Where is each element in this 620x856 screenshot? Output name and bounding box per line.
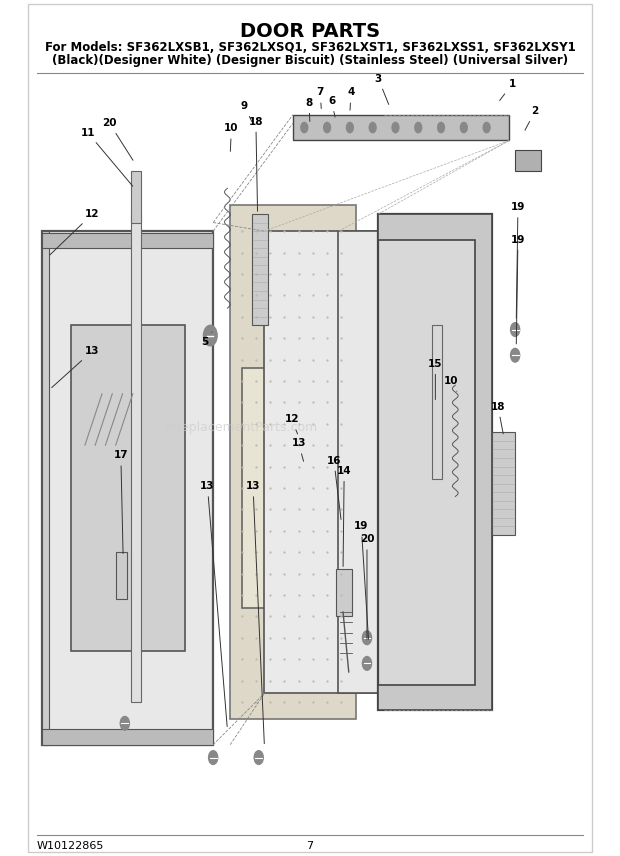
- Text: 7: 7: [317, 87, 324, 109]
- Bar: [378, 214, 492, 710]
- Text: 13: 13: [51, 346, 100, 388]
- Bar: [335, 569, 352, 616]
- Circle shape: [461, 122, 467, 133]
- Text: 15: 15: [428, 359, 443, 400]
- Circle shape: [324, 122, 330, 133]
- Circle shape: [363, 631, 371, 645]
- Text: DOOR PARTS: DOOR PARTS: [240, 22, 380, 41]
- Text: 3: 3: [374, 74, 389, 104]
- Text: 14: 14: [337, 466, 352, 567]
- Text: 12: 12: [50, 209, 100, 255]
- Bar: [433, 325, 441, 479]
- Bar: [242, 368, 344, 608]
- Text: 7: 7: [306, 841, 314, 851]
- Text: 8: 8: [305, 98, 312, 122]
- Text: 5: 5: [201, 332, 212, 348]
- Text: 11: 11: [81, 128, 133, 187]
- Text: 19: 19: [511, 202, 525, 318]
- Text: W10122865: W10122865: [37, 841, 104, 851]
- Text: 1: 1: [500, 79, 516, 100]
- Text: 16: 16: [327, 455, 341, 520]
- Polygon shape: [378, 214, 492, 710]
- Text: 20: 20: [360, 534, 374, 639]
- Circle shape: [392, 122, 399, 133]
- Bar: [339, 231, 441, 693]
- Circle shape: [301, 122, 308, 133]
- Text: 19: 19: [354, 521, 368, 639]
- Circle shape: [203, 325, 217, 346]
- Text: For Models: SF362LXSB1, SF362LXSQ1, SF362LXST1, SF362LXSS1, SF362LXSY1: For Models: SF362LXSB1, SF362LXSQ1, SF36…: [45, 40, 575, 54]
- Circle shape: [510, 348, 520, 362]
- Circle shape: [208, 751, 218, 764]
- Bar: [515, 150, 541, 171]
- Bar: [252, 214, 268, 325]
- Circle shape: [438, 122, 445, 133]
- Circle shape: [254, 751, 264, 764]
- Text: 17: 17: [113, 450, 128, 554]
- Bar: [293, 115, 510, 140]
- Text: 13: 13: [291, 438, 306, 461]
- Bar: [230, 205, 356, 719]
- Text: 2: 2: [525, 106, 539, 130]
- Bar: [131, 171, 141, 223]
- Text: 18: 18: [491, 401, 505, 434]
- Text: 13: 13: [200, 481, 227, 727]
- Text: 4: 4: [347, 87, 355, 110]
- Bar: [71, 325, 185, 651]
- Bar: [131, 214, 141, 702]
- Bar: [117, 552, 126, 599]
- Bar: [42, 729, 213, 745]
- Text: 10: 10: [224, 123, 239, 152]
- Bar: [42, 231, 49, 745]
- Bar: [42, 231, 213, 745]
- Circle shape: [370, 122, 376, 133]
- Text: 18: 18: [249, 116, 263, 211]
- Circle shape: [415, 122, 422, 133]
- Bar: [492, 432, 515, 535]
- Text: 13: 13: [246, 481, 264, 744]
- Bar: [264, 231, 378, 693]
- Text: 6: 6: [328, 96, 335, 117]
- Circle shape: [120, 716, 130, 730]
- Text: 10: 10: [444, 376, 459, 391]
- Text: 12: 12: [285, 414, 299, 434]
- Text: 9: 9: [241, 101, 252, 122]
- Text: (Black)(Designer White) (Designer Biscuit) (Stainless Steel) (Universal Silver): (Black)(Designer White) (Designer Biscui…: [52, 54, 568, 68]
- Text: eReplacementParts.com: eReplacementParts.com: [166, 421, 318, 435]
- Circle shape: [363, 657, 371, 670]
- Text: 19: 19: [511, 235, 525, 344]
- Text: 20: 20: [102, 118, 133, 160]
- Circle shape: [347, 122, 353, 133]
- Circle shape: [483, 122, 490, 133]
- Bar: [42, 233, 213, 248]
- Circle shape: [510, 323, 520, 336]
